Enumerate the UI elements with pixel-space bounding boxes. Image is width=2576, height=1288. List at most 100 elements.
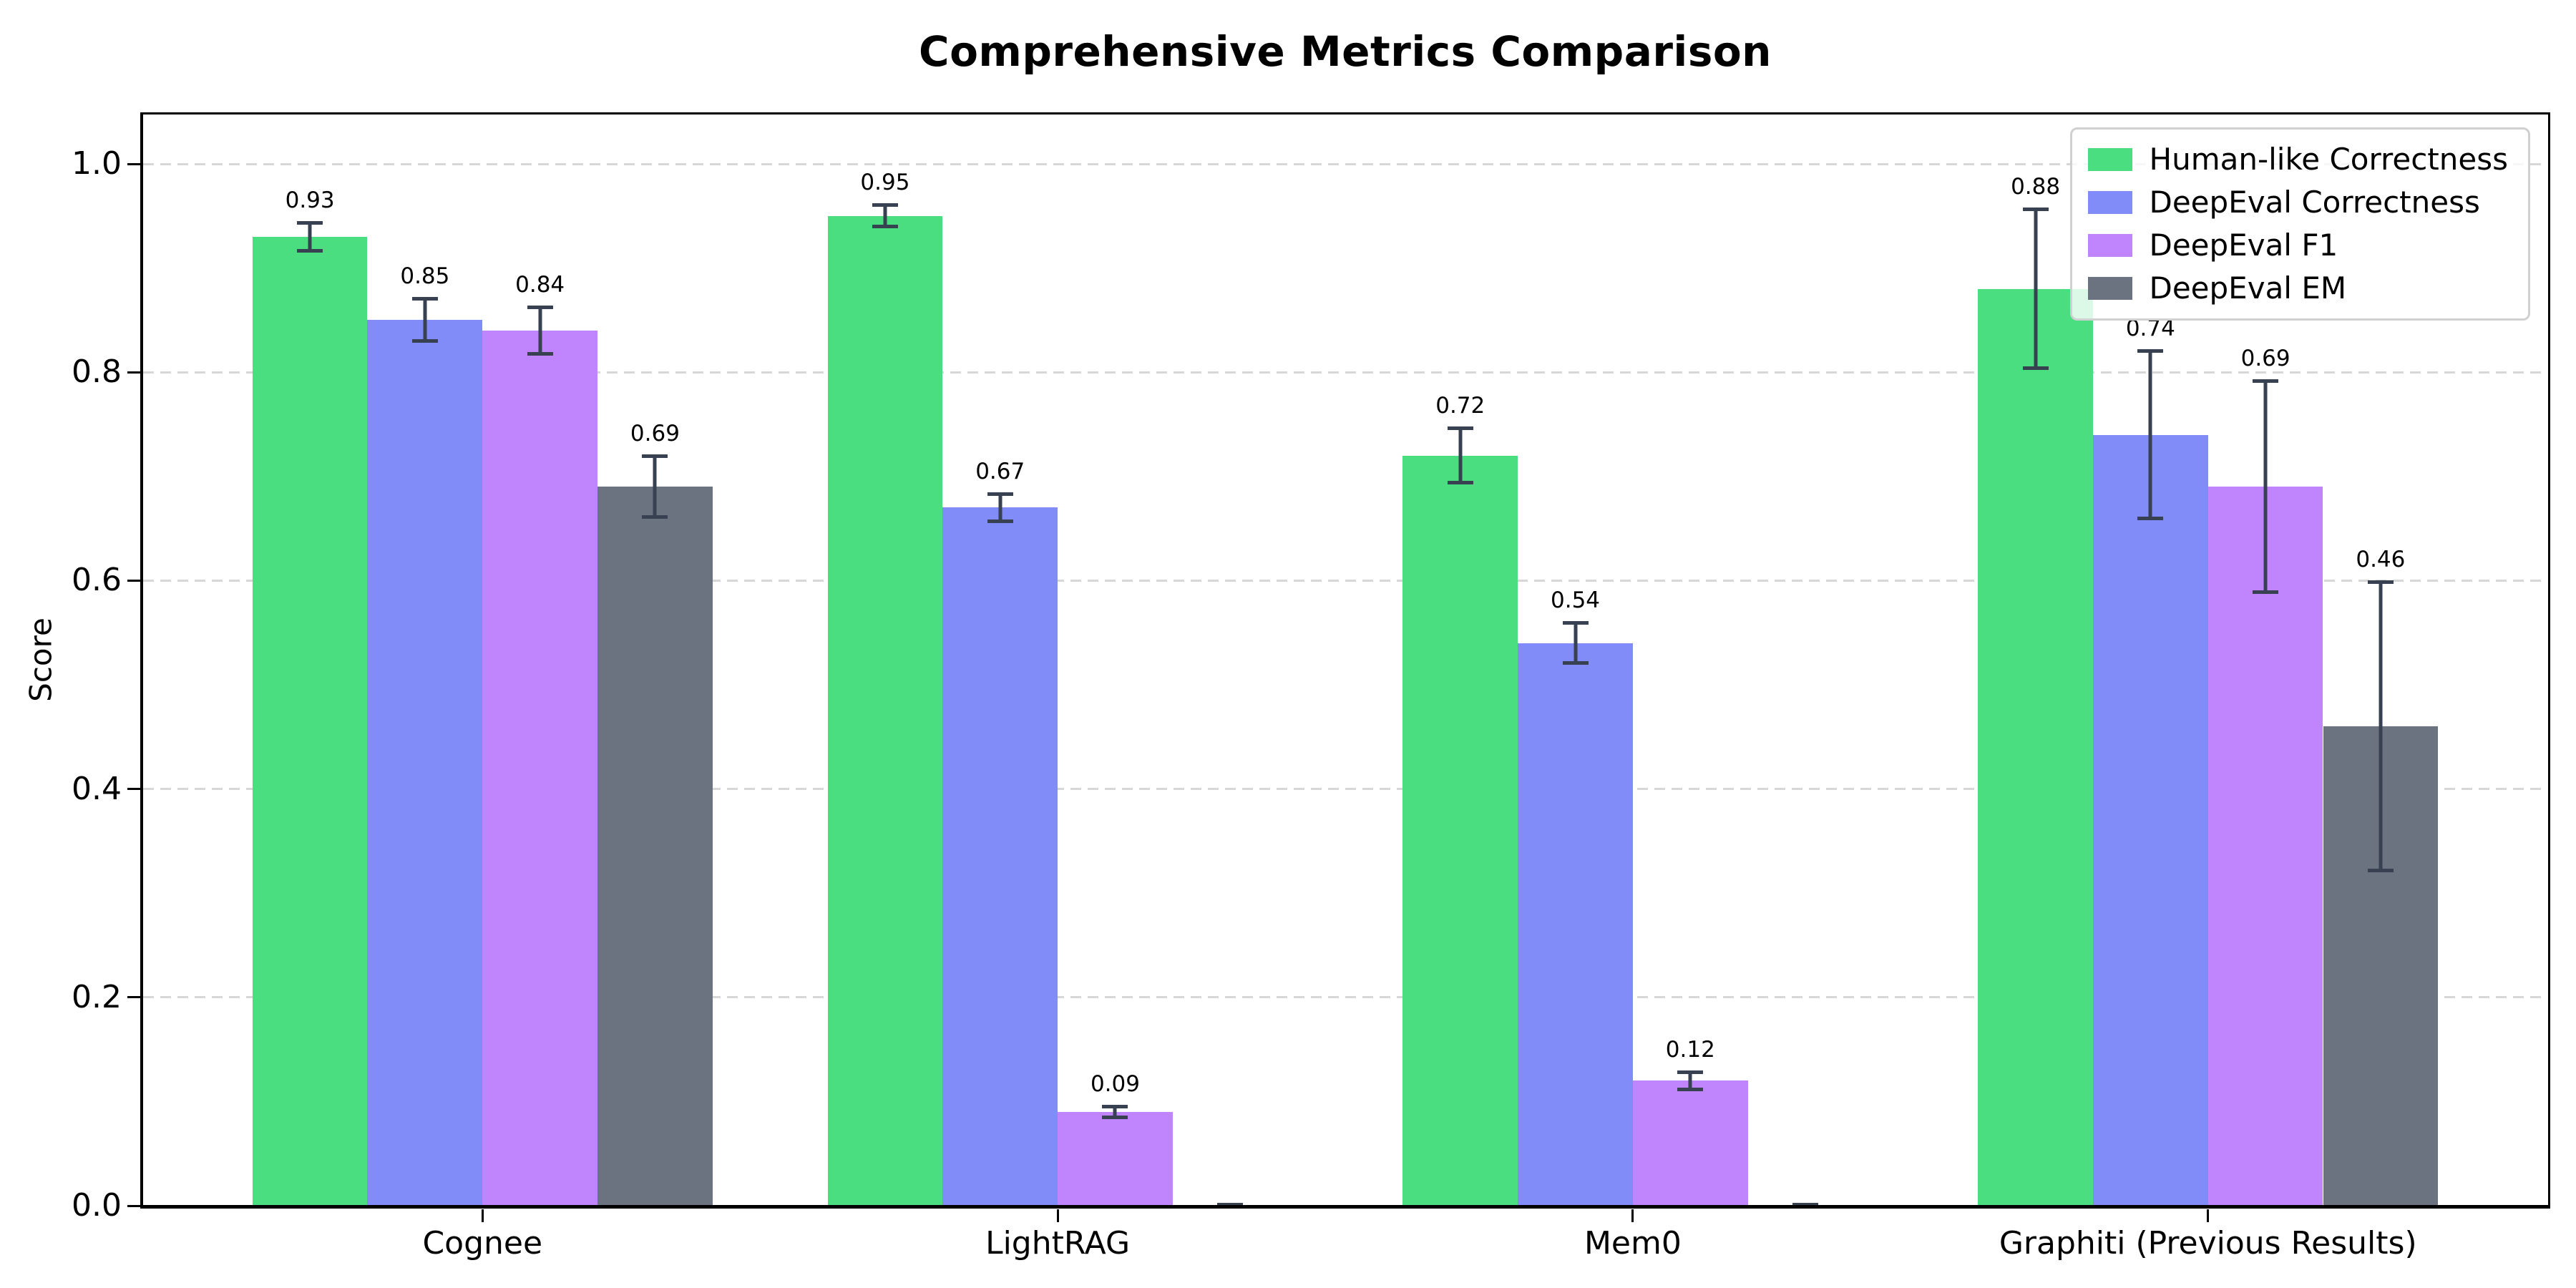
x-tick [481,1209,484,1222]
error-bar-cap [297,248,323,253]
bar [2207,487,2323,1206]
error-bar-cap [1447,481,1473,485]
error-bar-cap [1677,1087,1704,1091]
error-bar-cap [2137,349,2164,353]
bar-value-label: 0.95 [860,170,910,196]
legend-swatch [2087,148,2132,171]
error-bar [987,492,1013,524]
error-bar [2137,349,2164,520]
error-bar [297,221,323,253]
error-bar-cap [2253,590,2279,595]
error-bar-stem [1458,426,1463,485]
error-bar-stem [2263,379,2268,595]
bar [367,320,483,1206]
y-tick [127,579,141,582]
error-bar [2022,208,2049,371]
error-bar-cap [642,454,668,459]
error-bar-cap [2253,379,2279,384]
x-tick-label: Graphiti (Previous Results) [1999,1225,2417,1262]
gridline [143,371,2547,374]
error-bar-cap [872,225,898,229]
error-bar-stem [538,306,542,356]
legend-label: DeepEval F1 [2149,228,2338,263]
error-bar-cap [411,339,438,343]
bar [827,215,943,1206]
bar [1978,288,2093,1206]
x-tick [1056,1209,1059,1222]
error-bar-stem [653,454,657,519]
error-bar-cap [642,515,668,519]
error-bar [2367,580,2394,873]
error-bar-stem [998,492,1002,524]
x-tick-label: LightRAG [985,1225,1131,1262]
error-bar-stem [2148,349,2152,520]
error-bar-cap [1792,1205,1819,1206]
y-tick [127,371,141,374]
y-tick-label: 0.6 [72,562,122,599]
error-bar [1677,1070,1704,1091]
bar-value-label: 0.67 [975,458,1025,484]
y-tick-label: 0.0 [72,1187,122,1224]
bar-value-label: 0.54 [1551,587,1601,614]
error-bar-cap [527,306,553,310]
bar-value-label: 0.69 [2240,346,2290,372]
plot-area: 0.93 0.95 0.72 0.88 0.85 0.67 0.54 0.74 0.84 0.09… [143,114,2547,1206]
bar [1632,1080,1748,1206]
legend-swatch [2087,277,2132,300]
error-bar-stem [2034,208,2038,371]
error-bar-stem [1113,1104,1117,1120]
y-tick [127,996,141,999]
error-bar [1792,1202,1819,1206]
error-bar-cap [2367,869,2394,873]
bar [1402,455,1518,1206]
error-bar-cap [2367,580,2394,585]
error-bar [872,203,898,229]
error-bar-cap [1217,1205,1244,1206]
error-bar-cap [1677,1070,1704,1074]
error-bar-stem [308,221,312,253]
error-bar [1447,426,1473,485]
error-bar [411,297,438,343]
error-bar-cap [987,519,1013,524]
error-bar-cap [1562,661,1589,665]
error-bar [527,306,553,356]
gridline [143,162,2547,165]
error-bar-stem [423,297,427,343]
legend-label: Human-like Correctness [2149,142,2509,177]
bar [2092,434,2208,1206]
bar [597,487,713,1206]
bar [252,236,368,1206]
error-bar-cap [411,297,438,301]
error-bar-cap [1102,1104,1128,1108]
bar-value-label: 0.84 [515,272,565,298]
bar [1518,643,1633,1206]
gridline [143,788,2547,791]
y-tick-label: 0.8 [72,353,122,391]
y-tick [127,162,141,165]
error-bar-stem [1688,1070,1692,1091]
legend-row: DeepEval Correctness [2087,185,2509,220]
error-bar-cap [987,492,1013,496]
legend-swatch [2087,234,2132,257]
bar-value-label: 0.46 [2356,547,2406,573]
bar [1058,1111,1173,1206]
bar-value-label: 0.85 [400,263,450,290]
bar-value-label: 0.69 [630,421,680,447]
error-bar-cap [1447,426,1473,430]
bar-value-label: 0.93 [285,187,335,214]
bar [942,507,1058,1206]
x-tick [1631,1209,1634,1222]
bar-value-label: 0.88 [2011,174,2061,200]
error-bar [642,454,668,519]
x-tick [2207,1209,2210,1222]
bar [482,330,597,1206]
legend-row: DeepEval F1 [2087,228,2509,263]
error-bar-stem [2379,580,2383,873]
error-bar [1217,1202,1244,1206]
gridline [143,579,2547,582]
error-bar-cap [2022,208,2049,212]
error-bar-cap [1792,1202,1819,1206]
y-tick-label: 1.0 [72,145,122,182]
error-bar-cap [1217,1202,1244,1206]
